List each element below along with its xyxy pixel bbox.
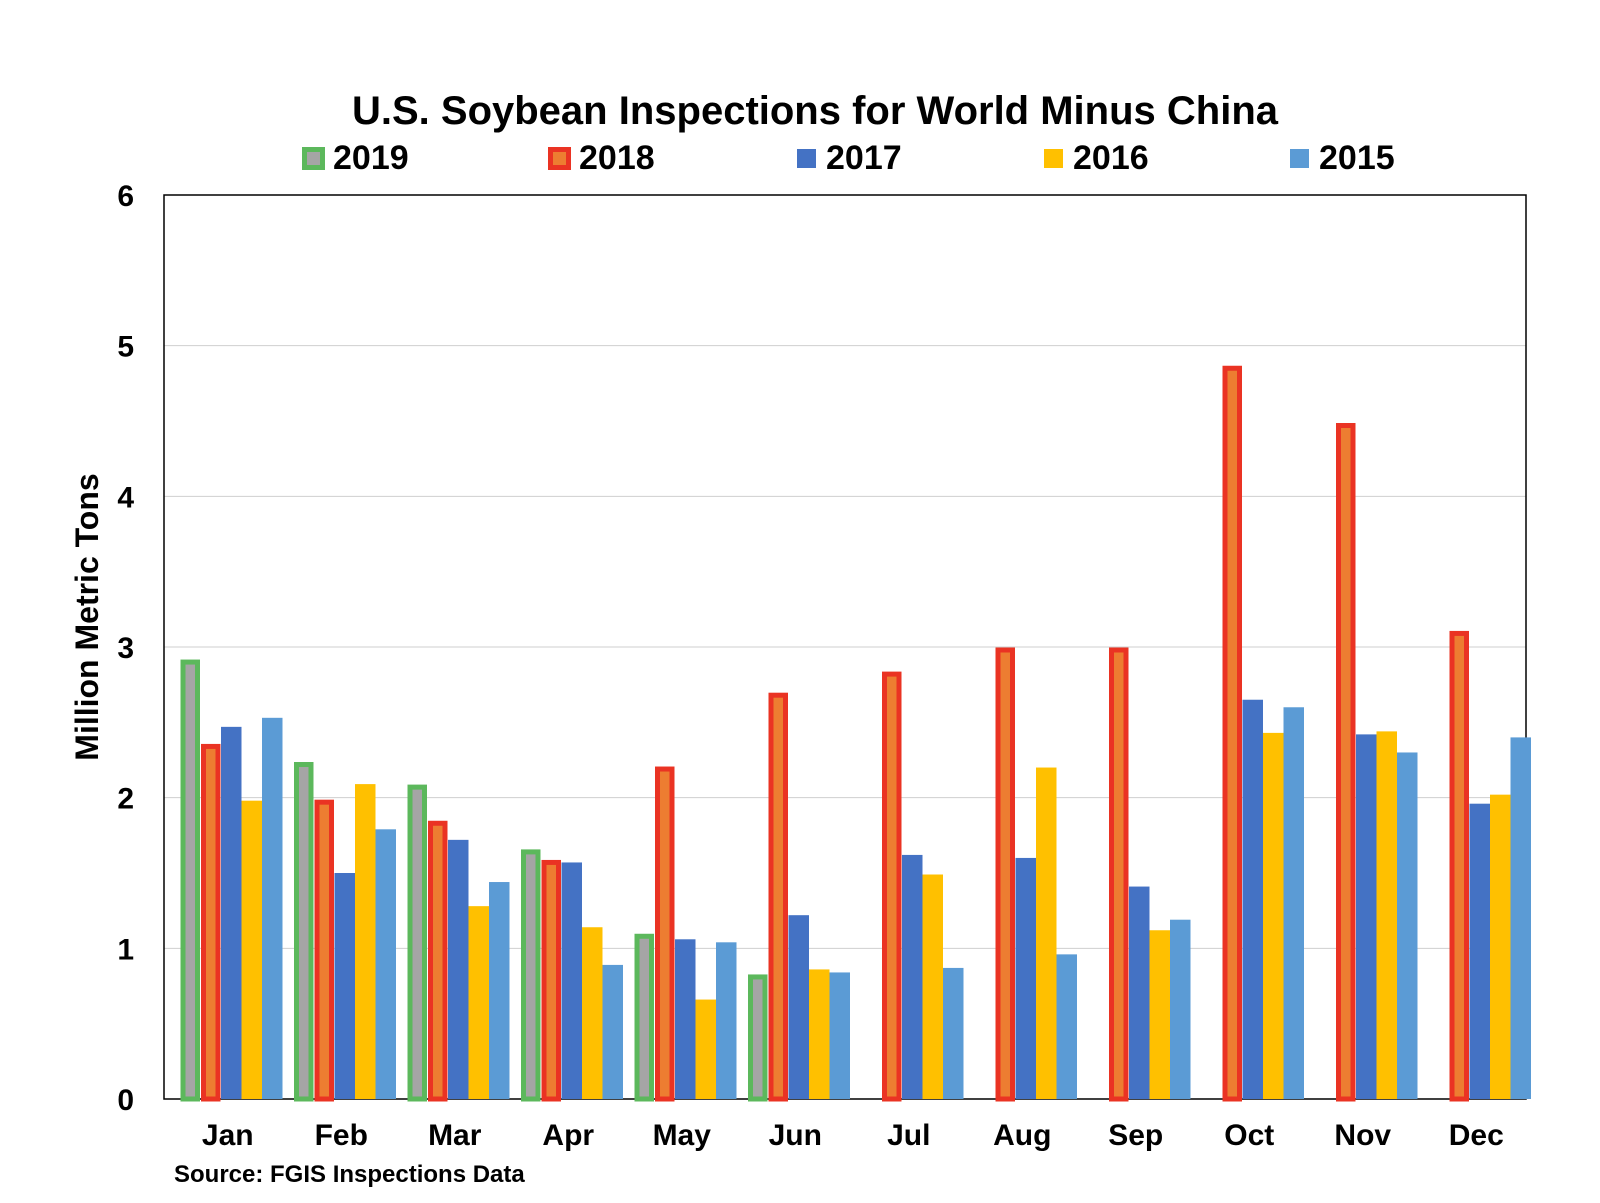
- legend-swatch-2017: [797, 149, 816, 168]
- bar-2019-jan: [180, 659, 200, 1102]
- legend-label-2015: 2015: [1319, 139, 1395, 177]
- bar-2018-mar: [428, 820, 448, 1102]
- bar-2017-may: [675, 939, 696, 1099]
- legend-label-2017: 2017: [826, 139, 902, 177]
- bar-2016-jan: [241, 800, 262, 1099]
- bar-2016-apr: [582, 927, 603, 1099]
- y-axis-ticks: 0 1 2 3 4 5 6: [117, 180, 134, 1117]
- bar-2016-nov: [1376, 731, 1397, 1099]
- bar-2016-dec: [1490, 794, 1511, 1099]
- chart-title: U.S. Soybean Inspections for World Minus…: [352, 89, 1279, 133]
- bar-2015-jun: [829, 972, 850, 1099]
- bar-2016-may: [695, 999, 716, 1099]
- legend-label-2018: 2018: [579, 139, 655, 177]
- chart-legend: 2019 2018 2017 2016 2015: [302, 139, 1395, 177]
- bars: [180, 365, 1531, 1102]
- bar-2018-jan: [201, 743, 221, 1102]
- bar-2015-sep: [1170, 919, 1191, 1099]
- bar-2018-dec: [1449, 630, 1469, 1102]
- bar-2018-jul: [882, 671, 902, 1102]
- y-tick-label: 0: [117, 1084, 134, 1117]
- y-axis-label: Million Metric Tons: [69, 473, 105, 760]
- legend-swatch-2018: [548, 147, 571, 170]
- legend-swatch-2019: [302, 147, 325, 170]
- bar-2018-sep: [1109, 647, 1129, 1102]
- bar-2017-oct: [1242, 699, 1263, 1099]
- x-tick-label: Nov: [1334, 1119, 1391, 1152]
- bar-2019-mar: [407, 784, 427, 1102]
- bar-2015-may: [716, 942, 737, 1099]
- x-tick-label: Apr: [542, 1119, 594, 1152]
- bar-2017-feb: [334, 873, 355, 1099]
- bar-2019-jun: [748, 974, 768, 1102]
- x-tick-label: Sep: [1108, 1119, 1163, 1152]
- bar-2017-apr: [561, 862, 582, 1099]
- bar-2016-sep: [1149, 930, 1170, 1099]
- bar-2016-aug: [1036, 767, 1057, 1099]
- bar-2015-jan: [262, 717, 283, 1099]
- x-tick-label: Aug: [993, 1119, 1051, 1152]
- x-tick-label: Jun: [769, 1119, 822, 1152]
- bar-2018-aug: [995, 647, 1015, 1102]
- bar-2018-may: [655, 766, 675, 1102]
- x-axis-ticks: Jan Feb Mar Apr May Jun Jul Aug Sep Oct Nov Dec: [202, 1119, 1504, 1152]
- bar-2015-mar: [489, 882, 510, 1099]
- bar-2015-oct: [1283, 707, 1304, 1099]
- source-note: Source: FGIS Inspections Data: [174, 1161, 525, 1188]
- bar-2015-dec: [1510, 737, 1531, 1099]
- bar-2019-apr: [521, 849, 541, 1102]
- bar-2016-jul: [922, 874, 943, 1099]
- x-tick-label: Jan: [202, 1119, 254, 1152]
- bar-2018-apr: [541, 859, 561, 1102]
- bar-2016-jun: [809, 969, 830, 1099]
- bar-2015-apr: [602, 964, 623, 1099]
- bar-2018-nov: [1336, 423, 1356, 1102]
- bar-2019-feb: [294, 762, 314, 1102]
- bar-2017-aug: [1015, 857, 1036, 1099]
- bar-2015-nov: [1397, 752, 1418, 1099]
- bar-2017-jun: [788, 915, 809, 1099]
- x-tick-label: Mar: [428, 1119, 482, 1152]
- bar-2015-feb: [375, 829, 396, 1099]
- legend-label-2016: 2016: [1073, 139, 1149, 177]
- bar-2016-oct: [1263, 732, 1284, 1099]
- y-tick-label: 5: [117, 331, 134, 364]
- bar-2016-feb: [355, 784, 376, 1099]
- bar-2017-mar: [448, 839, 469, 1099]
- y-tick-label: 6: [117, 180, 134, 213]
- legend-swatch-2015: [1290, 149, 1309, 168]
- legend-swatch-2016: [1044, 149, 1063, 168]
- y-tick-label: 3: [117, 632, 134, 665]
- y-tick-label: 4: [117, 481, 134, 514]
- bar-2018-jun: [768, 692, 788, 1102]
- x-tick-label: Jul: [887, 1119, 930, 1152]
- x-tick-label: May: [653, 1119, 712, 1152]
- bar-2015-jul: [943, 967, 964, 1099]
- bar-2017-nov: [1356, 734, 1377, 1099]
- legend-label-2019: 2019: [333, 139, 409, 177]
- x-tick-label: Dec: [1449, 1119, 1504, 1152]
- y-tick-label: 2: [117, 783, 134, 816]
- bar-2017-jul: [902, 854, 923, 1099]
- bar-2018-oct: [1222, 365, 1242, 1102]
- x-tick-label: Feb: [315, 1119, 368, 1152]
- y-tick-label: 1: [117, 933, 134, 966]
- bar-2019-may: [634, 933, 654, 1102]
- bar-2016-mar: [468, 906, 489, 1099]
- bar-2017-dec: [1469, 803, 1490, 1099]
- bar-2017-sep: [1129, 886, 1150, 1099]
- bar-2017-jan: [221, 726, 242, 1099]
- bar-2018-feb: [314, 799, 334, 1102]
- x-tick-label: Oct: [1224, 1119, 1274, 1152]
- bar-2015-aug: [1056, 954, 1077, 1099]
